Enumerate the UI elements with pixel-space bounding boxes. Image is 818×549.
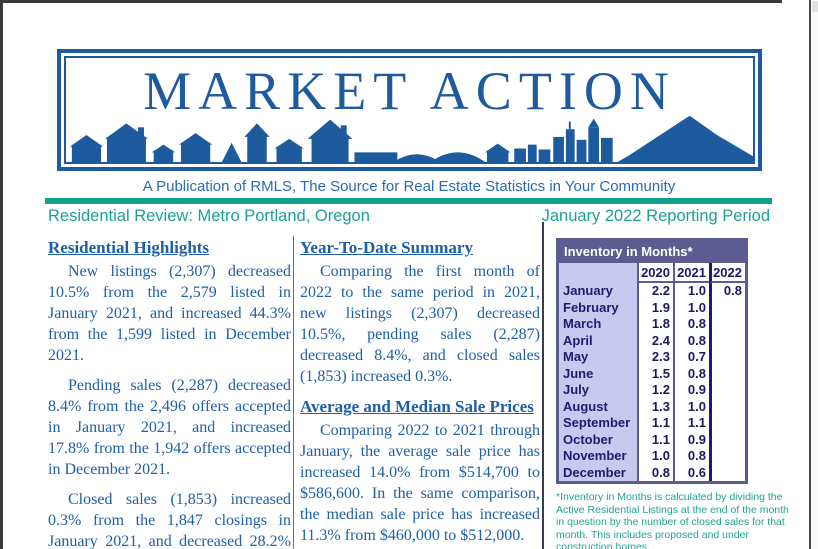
- residential-highlights-column: Residential Highlights New listings (2,3…: [48, 237, 291, 549]
- section-heading-sale-prices: Average and Median Sale Prices: [300, 397, 534, 416]
- month-label: August: [559, 398, 637, 415]
- table-row: June 1.5 0.8: [559, 365, 745, 382]
- table-row: August 1.3 1.0: [559, 398, 745, 415]
- value-2021: 0.9: [673, 382, 709, 399]
- month-label: January: [559, 283, 637, 300]
- value-2020: 1.2: [637, 382, 673, 399]
- value-2020: 1.1: [637, 431, 673, 448]
- value-2020: 1.3: [637, 398, 673, 415]
- value-2021: 0.8: [673, 316, 709, 333]
- month-label: December: [559, 464, 637, 481]
- month-label: November: [559, 448, 637, 465]
- value-2021: 0.8: [673, 332, 709, 349]
- value-2021: 0.6: [673, 464, 709, 481]
- month-label: June: [559, 365, 637, 382]
- scrollbar-track[interactable]: [811, 0, 818, 549]
- column-divider: [542, 222, 544, 549]
- inventory-footnote: *Inventory in Months is calculated by di…: [556, 491, 789, 549]
- value-2022: [709, 398, 745, 415]
- month-label: September: [559, 415, 637, 432]
- month-label: March: [559, 316, 637, 333]
- year-header-spacer: [559, 263, 637, 283]
- table-row: July 1.2 0.9: [559, 382, 745, 399]
- value-2021: 1.1: [673, 415, 709, 432]
- year-header-2022: 2022: [709, 263, 745, 283]
- value-2022: [709, 382, 745, 399]
- section-heading-residential-highlights: Residential Highlights: [48, 238, 210, 257]
- value-2022: [709, 448, 745, 465]
- teal-rule: [45, 198, 772, 204]
- table-row: March 1.8 0.8: [559, 316, 745, 333]
- month-label: April: [559, 332, 637, 349]
- report-region-title: Residential Review: Metro Portland, Oreg…: [48, 207, 370, 225]
- month-label: October: [559, 431, 637, 448]
- paragraph-ytd-summary: Comparing the first month of 2022 to the…: [300, 263, 540, 385]
- value-2020: 1.0: [637, 448, 673, 465]
- year-to-date-column: Year-To-Date Summary Comparing the first…: [300, 237, 540, 549]
- paragraph-sale-prices: Comparing 2022 to 2021 through January, …: [300, 422, 540, 544]
- value-2022: [709, 349, 745, 366]
- value-2022: [709, 365, 745, 382]
- window-top-border: [0, 0, 782, 3]
- scrollbar-thumb[interactable]: [812, 1, 818, 12]
- table-row: November 1.0 0.8: [559, 448, 745, 465]
- paragraph-pending-sales: Pending sales (2,287) decreased 8.4% fro…: [48, 377, 291, 478]
- table-row: April 2.4 0.8: [559, 332, 745, 349]
- value-2020: 1.9: [637, 299, 673, 316]
- inventory-year-header-row: 2020 2021 2022: [559, 263, 745, 283]
- window-left-border: [0, 0, 3, 549]
- report-header-row: Residential Review: Metro Portland, Oreg…: [48, 207, 770, 226]
- year-header-2021: 2021: [673, 263, 709, 283]
- table-row: May 2.3 0.7: [559, 349, 745, 366]
- value-2022: [709, 464, 745, 481]
- value-2022: 0.8: [709, 283, 745, 300]
- value-2020: 0.8: [637, 464, 673, 481]
- value-2021: 0.8: [673, 448, 709, 465]
- masthead-inner-frame: MARKET ACTION: [64, 56, 755, 164]
- paragraph-closed-sales: Closed sales (1,853) increased 0.3% from…: [48, 491, 291, 549]
- paragraph-new-listings: New listings (2,307) decreased 10.5% fro…: [48, 263, 291, 364]
- month-label: May: [559, 349, 637, 366]
- value-2022: [709, 415, 745, 432]
- inventory-sidebar: Inventory in Months* 2020 2021 2022 Janu…: [556, 238, 791, 549]
- value-2022: [709, 431, 745, 448]
- table-row: October 1.1 0.9: [559, 431, 745, 448]
- value-2021: 0.8: [673, 365, 709, 382]
- value-2022: [709, 316, 745, 333]
- value-2021: 0.7: [673, 349, 709, 366]
- value-2021: 1.0: [673, 283, 709, 300]
- column-divider: [293, 236, 294, 549]
- value-2020: 2.2: [637, 283, 673, 300]
- value-2020: 2.3: [637, 349, 673, 366]
- inventory-table: Inventory in Months* 2020 2021 2022 Janu…: [556, 238, 748, 484]
- value-2021: 1.0: [673, 299, 709, 316]
- report-period-title: January 2022 Reporting Period: [541, 207, 770, 225]
- city-skyline-illustration: [69, 115, 753, 162]
- table-row: December 0.8 0.6: [559, 464, 745, 481]
- table-row: February 1.9 1.0: [559, 299, 745, 316]
- section-heading-ytd-summary: Year-To-Date Summary: [300, 238, 473, 257]
- value-2020: 1.1: [637, 415, 673, 432]
- masthead-title: MARKET ACTION: [143, 61, 676, 121]
- table-row: September 1.1 1.1: [559, 415, 745, 432]
- value-2020: 2.4: [637, 332, 673, 349]
- value-2021: 0.9: [673, 431, 709, 448]
- value-2022: [709, 299, 745, 316]
- value-2020: 1.5: [637, 365, 673, 382]
- masthead-banner: MARKET ACTION: [57, 49, 762, 171]
- scrollbar-divider: [809, 0, 811, 549]
- value-2022: [709, 332, 745, 349]
- publication-tagline: A Publication of RMLS, The Source for Re…: [142, 178, 676, 195]
- table-row: January 2.2 1.0 0.8: [559, 283, 745, 300]
- value-2020: 1.8: [637, 316, 673, 333]
- inventory-table-title: Inventory in Months*: [559, 241, 745, 263]
- month-label: July: [559, 382, 637, 399]
- year-header-2020: 2020: [637, 263, 673, 283]
- value-2021: 1.0: [673, 398, 709, 415]
- month-label: February: [559, 299, 637, 316]
